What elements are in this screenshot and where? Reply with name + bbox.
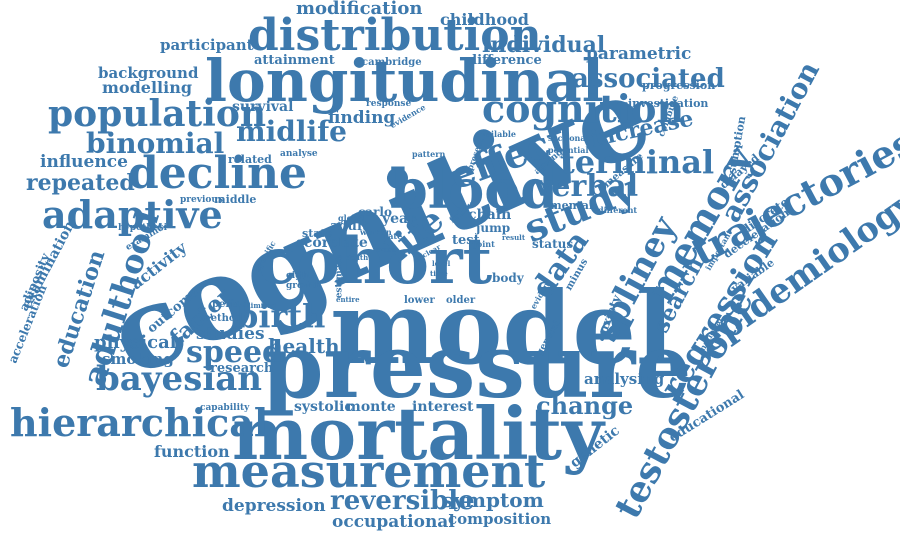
cloud-word: systolic [294,399,353,415]
cloud-word: terminal [560,143,715,181]
cloud-word: repeated [26,170,135,196]
cloud-word: mental [550,199,594,212]
cloud-word: attainment [254,53,335,68]
cloud-word: distribution [248,10,542,61]
cloud-word: bayesian [96,359,262,399]
cloud-word: difference [468,53,542,68]
cloud-word: status [532,237,574,251]
cloud-word: death [346,253,369,262]
cloud-word: finding [328,108,396,128]
cloud-word: investigation [628,97,709,110]
cloud-word: binomial [86,127,225,160]
cloud-word: chain [468,207,512,223]
cloud-word: function [154,442,230,461]
cloud-word: survival [232,99,294,115]
cloud-word: cognition [482,86,685,131]
cloud-word: associated [572,64,725,94]
cloud-word: pressure [262,314,692,418]
cloud-word: decline [128,148,307,199]
cloud-word: measurement [192,444,546,498]
cloud-word: potential [548,145,589,155]
cloud-word: depression [222,496,326,516]
cloud-word: estimate [334,254,345,299]
cloud-word: woman [360,227,392,237]
cloud-word: limited [248,301,276,310]
cloud-word: sectional [548,133,589,143]
cloud-word: health [268,334,340,358]
cloud-word: influence [40,152,128,172]
cloud-word: parametric [586,44,692,64]
cloud-word: capability [200,403,250,413]
cloud-word: interest [412,399,474,415]
cloud-word: birth [236,297,326,335]
cloud-word: time [430,269,448,278]
cloud-word: midlife [236,115,347,148]
cloud-word: participant [160,36,254,54]
cloud-word: symptom [442,488,544,512]
cloud-word: scorelate [296,235,368,251]
cloud-word: adaptive [42,192,223,237]
cloud-word: speed [186,335,284,370]
cloud-word: research [210,361,274,376]
cloud-word: pattern [412,149,446,159]
cloud-word: background [98,64,199,82]
cloud-word: analysing [584,370,665,388]
cloud-word: cambridge [362,57,422,68]
cloud-word: period [212,299,249,310]
cloud-word: hypothesi [118,223,167,233]
cloud-word: entire [336,295,360,304]
cloud-word: cross [376,245,397,254]
cloud-word: cohort [258,224,493,299]
cloud-word: joint [474,239,495,249]
cloud-word: previous [180,195,224,205]
cloud-word: reversible [330,486,475,516]
cloud-word: modification [296,0,423,19]
cloud-word: method [200,313,243,324]
cloud-word: response [366,99,412,109]
cloud-word: level [432,259,451,268]
cloud-word: progression [642,79,716,92]
cloud-word: occupational [332,512,455,532]
cloud-word: state [302,227,333,240]
cloud-word: rate [384,231,403,241]
cloud-word: longitudinal [205,47,604,115]
cloud-word: lower [404,295,435,306]
cloud-word: carlo [358,205,392,219]
cloud-word: individual [482,32,606,58]
cloud-word: result [502,233,526,242]
cloud-word: eight [286,271,313,281]
cloud-word: test [452,233,480,248]
cloud-word: growth [286,281,322,291]
cloud-word: blood [390,157,559,221]
cloud-word: verbal [534,169,639,204]
cloud-word: model [330,269,675,387]
cloud-word: older [446,295,476,306]
cloud-word: studies [196,324,265,344]
cloud-word: adult [330,219,368,234]
cloud-word: smoking [102,350,174,368]
cloud-word: mortality [232,391,604,476]
cloud-word: body [492,271,524,285]
cloud-word: middle [214,193,257,206]
cloud-word: childhood [440,10,529,29]
cloud-word: available [476,129,516,139]
cloud-word: physical [94,332,177,353]
cloud-word: monte [346,399,396,415]
cloud-word: jump [476,221,511,235]
cloud-word: population [48,93,267,135]
cloud-word: related [228,153,272,166]
cloud-word: year [382,211,416,227]
cloud-word: different [598,205,638,215]
cloud-word: modelling [102,78,193,97]
cloud-word: composition [448,510,552,528]
cloud-word: analyse [280,149,318,159]
cloud-word: hierarchical [10,400,269,445]
cloud-word: global [338,213,366,223]
cloud-word: change [536,391,634,420]
